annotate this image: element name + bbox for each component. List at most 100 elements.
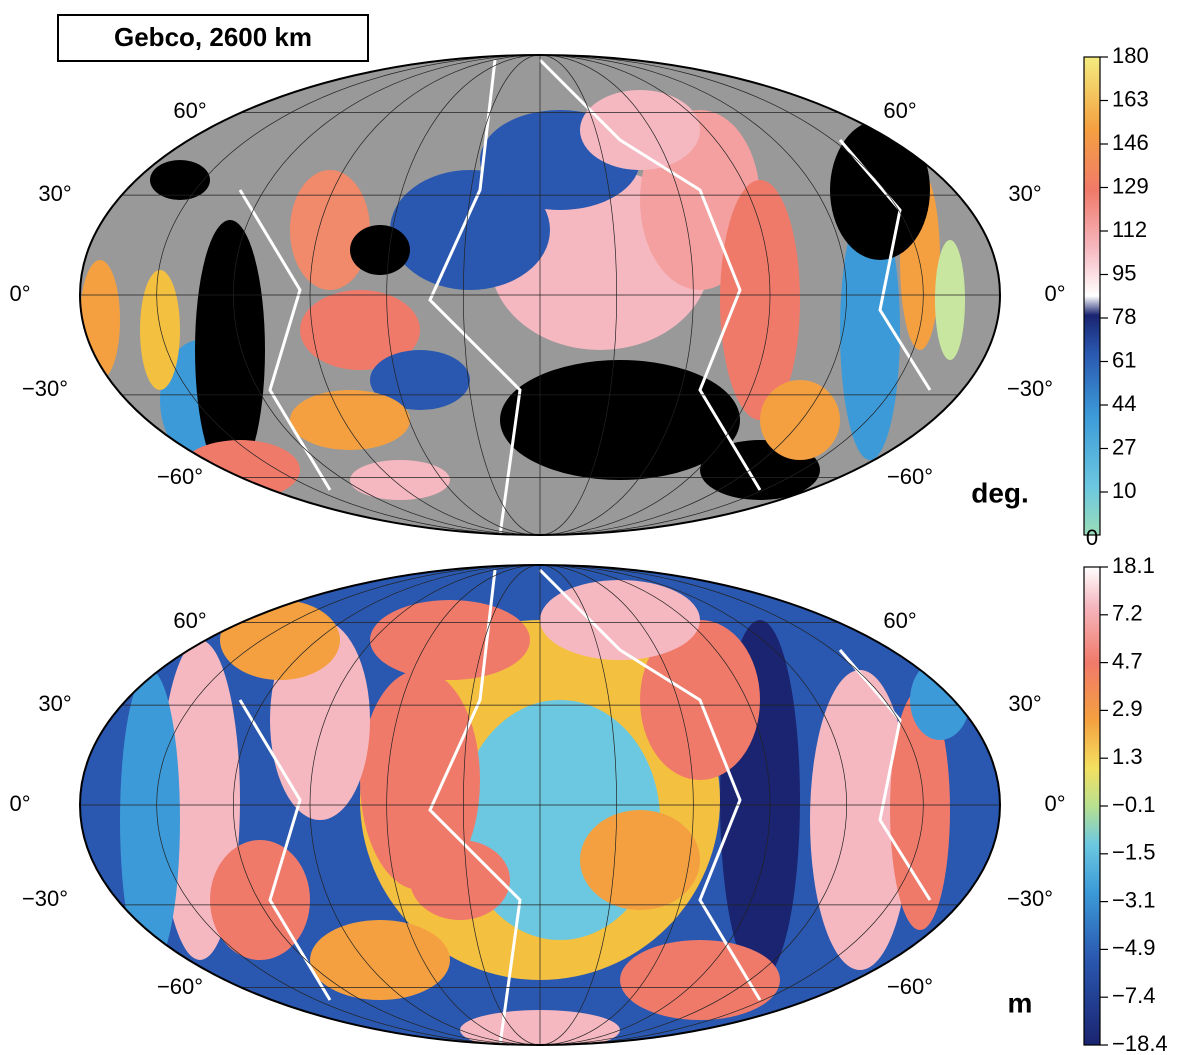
colorbar-label: −4.9 <box>1112 935 1155 960</box>
plate-boundary <box>538 568 762 1001</box>
plate-boundary <box>838 649 932 901</box>
map-region <box>140 270 180 390</box>
colorbar-label: 61 <box>1112 347 1136 372</box>
map-outline <box>79 54 1001 536</box>
lat-label: −60° <box>887 974 933 999</box>
map-region <box>300 290 420 370</box>
lat-label: −30° <box>22 886 68 911</box>
lat-label: 30° <box>1008 691 1041 716</box>
map-region <box>150 160 210 200</box>
plate-boundary <box>428 569 522 1045</box>
plate-boundary <box>428 59 522 535</box>
lat-label: 60° <box>173 608 206 633</box>
meridian <box>156 55 924 535</box>
map-region <box>580 810 700 910</box>
map-region <box>350 225 410 275</box>
colorbar-label: 7.2 <box>1112 601 1143 626</box>
lat-label: 60° <box>883 98 916 123</box>
colorbar-label: 78 <box>1112 304 1136 329</box>
meridian <box>156 565 924 1045</box>
lat-label: −30° <box>1007 376 1053 401</box>
map-region <box>935 240 965 360</box>
plate-boundary <box>238 189 332 491</box>
map-region <box>500 360 740 480</box>
map-region <box>120 670 180 970</box>
map-region <box>760 380 840 460</box>
map-region <box>350 460 450 500</box>
meridian <box>309 565 771 1045</box>
colorbar-label: 44 <box>1112 391 1136 416</box>
meridian <box>462 565 618 1045</box>
meridian <box>386 565 694 1045</box>
lat-label: 30° <box>1008 181 1041 206</box>
map-region <box>220 600 340 680</box>
map-region <box>720 180 800 420</box>
map-region <box>370 600 530 680</box>
lat-label: 0° <box>1044 281 1065 306</box>
map-outline <box>79 564 1001 1046</box>
map <box>80 55 1000 535</box>
map-region <box>620 940 780 1020</box>
lat-label: 0° <box>1044 791 1065 816</box>
colorbar-label: −7.4 <box>1112 983 1155 1008</box>
title: Gebco, 2600 km <box>114 22 312 52</box>
meridian <box>232 565 848 1045</box>
plate-boundary <box>238 699 332 1001</box>
colorbar-label: 95 <box>1112 260 1136 285</box>
colorbar-label: −18.4 <box>1112 1031 1168 1055</box>
colorbar-label: −3.1 <box>1112 887 1155 912</box>
lat-label: −60° <box>887 464 933 489</box>
lat-label: 60° <box>883 608 916 633</box>
map-region <box>290 170 370 290</box>
colorbar-label: 2.9 <box>1112 696 1143 721</box>
map <box>80 565 1000 1045</box>
map-region <box>830 120 930 260</box>
map-region <box>210 840 310 960</box>
map-region <box>390 170 550 290</box>
lat-label: 0° <box>9 791 30 816</box>
colorbar-label: 112 <box>1112 217 1147 242</box>
lat-label: 0° <box>9 281 30 306</box>
plate-boundary <box>538 58 762 491</box>
colorbar-label: 180 <box>1112 43 1149 68</box>
lat-label: −60° <box>157 974 203 999</box>
meridian <box>462 55 618 535</box>
colorbar-label: 129 <box>1112 173 1149 198</box>
map-region <box>810 670 910 970</box>
lat-label: 60° <box>173 98 206 123</box>
map-region <box>290 390 410 450</box>
lat-label: −30° <box>1007 886 1053 911</box>
colorbar-label: 0 <box>1086 525 1098 550</box>
colorbar-label: 27 <box>1112 434 1136 459</box>
colorbar-label: −0.1 <box>1112 792 1155 817</box>
map-region <box>360 670 480 890</box>
map-region <box>310 920 450 1000</box>
colorbar <box>1083 566 1101 1046</box>
colorbar-label: 1.3 <box>1112 744 1143 769</box>
lat-label: −30° <box>22 376 68 401</box>
map-region <box>890 690 950 930</box>
lat-label: −60° <box>157 464 203 489</box>
plate-boundary <box>838 139 932 391</box>
unit-label: deg. <box>971 477 1029 508</box>
colorbar-label: 18.1 <box>1112 553 1155 578</box>
meridian <box>232 55 848 535</box>
colorbar-label: 10 <box>1112 478 1136 503</box>
meridian <box>386 55 694 535</box>
lat-label: 30° <box>38 181 71 206</box>
unit-label: m <box>1008 987 1033 1018</box>
map-region <box>195 220 265 480</box>
meridian <box>309 55 771 535</box>
map-region <box>410 840 510 920</box>
map-region <box>80 260 120 380</box>
colorbar-label: 146 <box>1112 130 1149 155</box>
map-region <box>910 660 970 740</box>
colorbar-label: 163 <box>1112 86 1149 111</box>
title-box <box>57 14 369 62</box>
colorbar <box>1083 56 1101 536</box>
colorbar-label: −1.5 <box>1112 840 1155 865</box>
lat-label: 30° <box>38 691 71 716</box>
colorbar-label: 4.7 <box>1112 648 1143 673</box>
map-region <box>580 90 700 170</box>
